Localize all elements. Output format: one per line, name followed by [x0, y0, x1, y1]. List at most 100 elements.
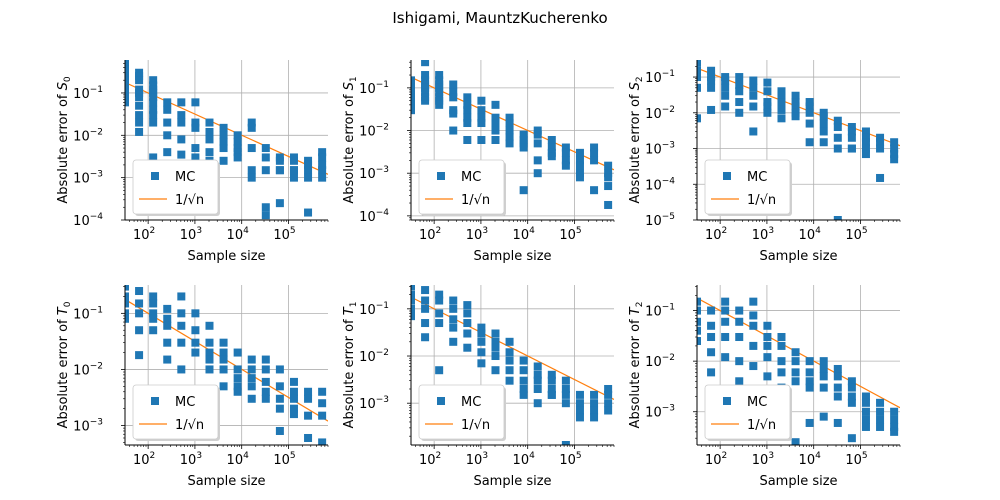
mc-data-point	[477, 136, 486, 144]
mc-data-point	[125, 65, 129, 74]
mc-data-point	[561, 441, 570, 445]
mc-data-point	[463, 119, 472, 128]
mc-data-point	[463, 309, 472, 318]
mc-data-point	[163, 105, 172, 114]
mc-data-point	[735, 357, 744, 366]
mc-data-point	[533, 130, 542, 139]
mc-data-point	[707, 368, 716, 377]
mc-data-point	[125, 309, 129, 318]
x-axis-label: Sample size	[473, 249, 551, 264]
mc-data-point	[749, 311, 758, 320]
mc-data-point	[861, 133, 870, 142]
mc-data-point	[435, 319, 444, 328]
mc-data-point	[505, 337, 514, 346]
mc-data-point	[233, 365, 242, 374]
mc-data-point	[561, 161, 570, 170]
mc-data-point	[205, 127, 214, 136]
mc-data-point	[533, 156, 542, 165]
mc-data-point	[318, 148, 327, 157]
y-axis-label: Absolute error of S1	[342, 76, 359, 203]
mc-data-point	[435, 88, 444, 97]
mc-data-point	[735, 108, 744, 117]
mc-data-point	[491, 329, 500, 338]
mc-data-point	[735, 73, 744, 82]
mc-data-point	[707, 66, 716, 75]
mc-data-point	[275, 199, 284, 208]
mc-data-point	[261, 355, 270, 364]
mc-data-point	[191, 348, 200, 357]
mc-data-point	[247, 173, 256, 182]
mc-data-point	[435, 71, 444, 80]
mc-data-point	[847, 377, 856, 386]
mc-data-point	[149, 111, 158, 120]
mc-data-point	[505, 366, 514, 375]
mc-data-point	[219, 123, 228, 132]
mc-data-point	[177, 150, 186, 159]
mc-data-point	[463, 100, 472, 109]
mc-data-point	[411, 96, 415, 105]
mc-data-point	[876, 415, 885, 424]
mc-data-point	[463, 343, 472, 352]
mc-data-point	[491, 113, 500, 122]
mc-data-point	[505, 139, 514, 148]
legend-mc-label: MC	[747, 170, 767, 185]
mc-data-point	[435, 290, 444, 299]
mc-data-point	[163, 131, 172, 140]
mc-data-point	[505, 113, 514, 122]
mc-data-point	[477, 113, 486, 122]
mc-data-point	[135, 309, 144, 318]
mc-data-point	[791, 112, 800, 121]
mc-data-point	[421, 88, 430, 97]
mc-data-point	[219, 156, 228, 165]
mc-data-point	[590, 143, 599, 152]
mc-data-point	[749, 362, 758, 371]
mc-data-point	[449, 323, 458, 332]
mc-data-point	[547, 384, 556, 393]
mc-data-point	[533, 169, 542, 178]
mc-data-point	[219, 144, 228, 153]
mc-data-point	[247, 365, 256, 374]
mc-data-point	[519, 376, 528, 385]
mc-data-point	[697, 337, 701, 346]
mc-data-point	[547, 136, 556, 144]
mc-data-point	[763, 98, 772, 107]
legend-mc-label: MC	[461, 170, 481, 185]
mc-data-point	[697, 317, 701, 326]
mc-data-point	[177, 338, 186, 347]
mc-data-point	[847, 133, 856, 142]
mc-data-point	[547, 390, 556, 399]
mc-data-point	[890, 155, 899, 164]
mc-data-point	[819, 372, 828, 381]
mc-data-point	[135, 101, 144, 110]
mc-data-point	[847, 127, 856, 136]
mc-data-point	[135, 76, 144, 85]
legend-ref-label: 1/√n	[175, 193, 204, 208]
mc-data-point	[833, 216, 842, 220]
mc-data-point	[125, 299, 129, 308]
mc-data-point	[191, 144, 200, 153]
mc-data-point	[777, 98, 786, 107]
mc-data-point	[247, 374, 256, 383]
mc-data-point	[861, 398, 870, 407]
mc-data-point	[763, 102, 772, 111]
mc-data-point	[604, 390, 613, 399]
mc-data-point	[861, 407, 870, 416]
mc-data-point	[575, 156, 584, 165]
mc-data-point	[533, 139, 542, 148]
mc-data-point	[421, 296, 430, 305]
mc-data-point	[449, 93, 458, 102]
mc-data-point	[721, 306, 730, 315]
mc-data-point	[463, 113, 472, 122]
mc-data-point	[289, 166, 298, 175]
mc-data-point	[135, 93, 144, 102]
mc-data-point	[505, 356, 514, 365]
mc-data-point	[697, 66, 701, 75]
mc-data-point	[318, 153, 327, 162]
mc-data-point	[876, 144, 885, 153]
mc-data-point	[191, 153, 200, 162]
mc-data-point	[791, 348, 800, 357]
mc-data-point	[749, 102, 758, 111]
mc-data-point	[318, 387, 327, 396]
mc-data-point	[777, 105, 786, 114]
